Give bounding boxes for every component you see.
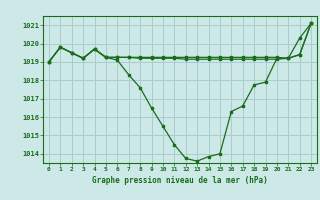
X-axis label: Graphe pression niveau de la mer (hPa): Graphe pression niveau de la mer (hPa) (92, 176, 268, 185)
